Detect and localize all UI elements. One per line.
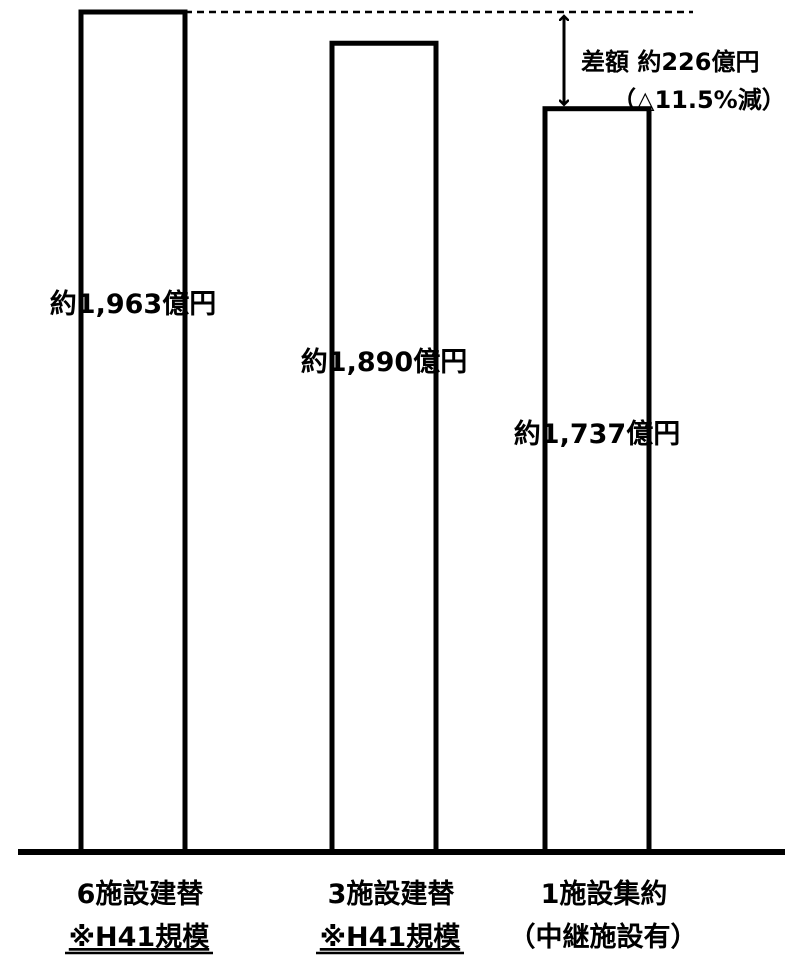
category-label-1: 6施設建替 — [77, 878, 205, 910]
bar-value-label-2: 約1,890億円 — [301, 346, 467, 378]
category-label-2: 3施設建替 — [328, 878, 456, 910]
bar-value-label-1: 約1,963億円 — [50, 288, 216, 320]
bar-1 — [78, 9, 188, 855]
bar-3 — [542, 106, 652, 855]
category-label-3: 1施設集約 — [541, 878, 668, 910]
bar-2 — [329, 40, 439, 855]
difference-annotation: 差額 約226億円 （△11.5%減） — [185, 10, 786, 114]
difference-percent-label: （△11.5%減） — [612, 86, 786, 114]
category-sublabel-1: ※H41規模 — [69, 922, 209, 953]
difference-label: 差額 約226億円 — [581, 48, 759, 76]
labels-layer: 約1,963億円 6施設建替 ※H41規模 約1,890億円 3施設建替 ※H41規模 約1… — [50, 288, 698, 955]
bars-layer — [78, 9, 652, 855]
bar-value-label-3: 約1,737億円 — [514, 418, 680, 450]
category-sublabel-3: （中継施設有） — [509, 921, 698, 953]
category-sublabel-2: ※H41規模 — [320, 922, 460, 953]
